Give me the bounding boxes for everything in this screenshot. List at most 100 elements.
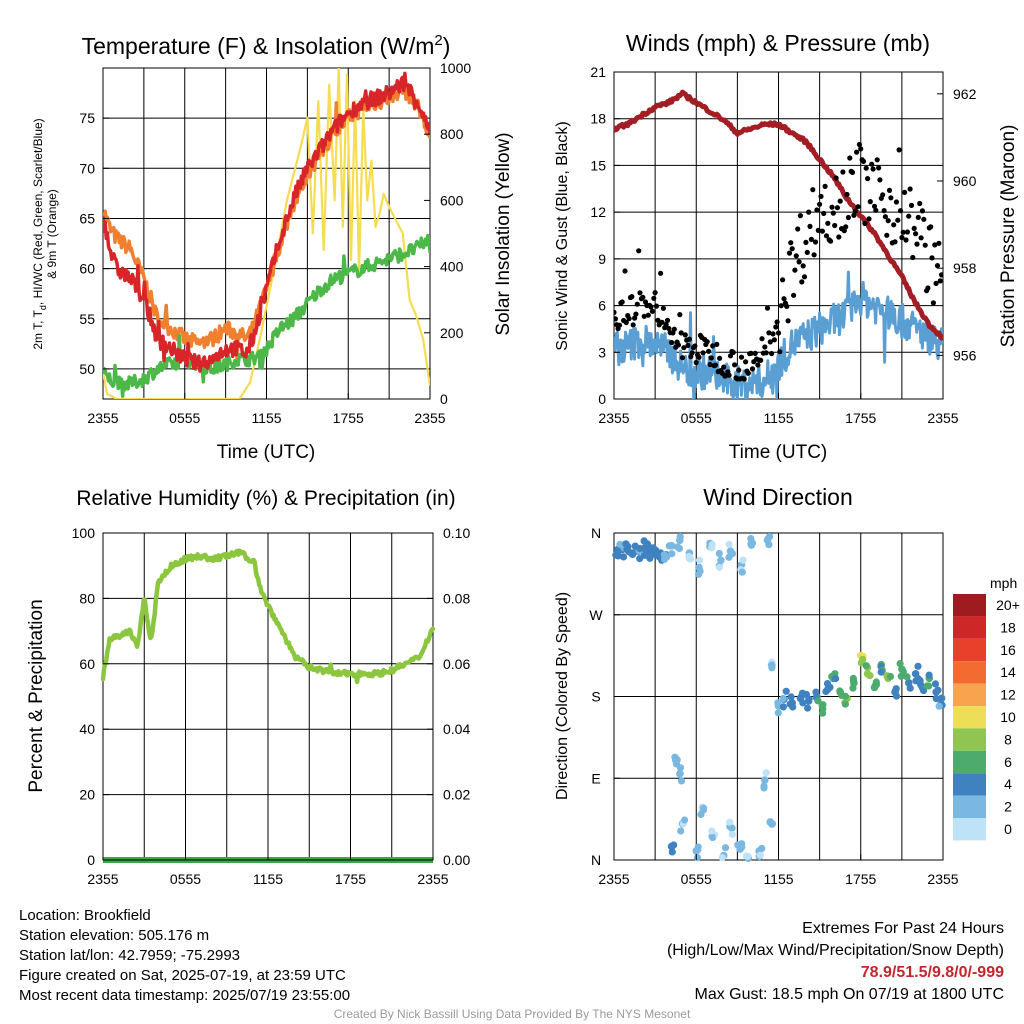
temp-ytick-label-left-4: 70 xyxy=(79,160,95,176)
elevation-text: Station elevation: 505.176 m xyxy=(19,927,210,944)
gust-point xyxy=(886,187,893,193)
rh-ytick-label-left-1: 20 xyxy=(79,787,95,803)
direction-point xyxy=(756,851,764,859)
direction-point xyxy=(721,844,730,852)
gust-point xyxy=(834,205,841,211)
colorbar-label-6: 8 xyxy=(1004,731,1012,747)
gust-point xyxy=(840,169,846,175)
gust-point xyxy=(771,337,778,343)
direction-point xyxy=(925,682,933,690)
gust-point xyxy=(932,242,938,248)
gust-point xyxy=(780,277,786,283)
gust-point xyxy=(755,362,761,368)
direction-point xyxy=(896,660,904,668)
direction-point xyxy=(747,535,755,543)
gust-point xyxy=(845,214,852,221)
direction-point xyxy=(925,671,933,679)
direction-point xyxy=(774,709,782,717)
gust-point xyxy=(934,263,941,269)
gust-point xyxy=(640,294,646,300)
wind-xtick-label-4: 2355 xyxy=(927,410,958,426)
gust-point xyxy=(710,343,716,349)
gust-point xyxy=(692,343,698,349)
rh-ytick-label-left-4: 80 xyxy=(79,590,95,606)
gust-point xyxy=(895,217,901,223)
gust-point xyxy=(770,331,776,337)
direction-point xyxy=(708,544,716,552)
insolation-ytick-label-right-3: 600 xyxy=(440,192,464,208)
direction-point xyxy=(768,820,776,828)
gust-point xyxy=(678,330,684,336)
direction-point xyxy=(787,693,795,701)
gust-point xyxy=(793,253,799,259)
direction-point xyxy=(762,769,770,777)
gust-point xyxy=(917,200,923,207)
gust-point xyxy=(900,229,906,235)
gust-point xyxy=(700,350,706,356)
direction-point xyxy=(687,555,695,563)
gust-point xyxy=(873,207,879,213)
direction-point xyxy=(841,700,850,708)
gust-point xyxy=(936,240,942,246)
gust-point xyxy=(767,339,773,345)
gust-point xyxy=(810,187,816,193)
colorbar-label-0: 20+ xyxy=(996,597,1020,613)
gust-point xyxy=(918,235,924,241)
gust-point xyxy=(623,319,629,326)
direction-point xyxy=(819,705,827,713)
precip-ytick-label-right-1: 0.02 xyxy=(443,787,470,803)
gust-point xyxy=(781,296,787,302)
wind-ytick-label-left-4: 12 xyxy=(590,204,606,220)
wind-xtick-label-2: 1155 xyxy=(763,410,793,426)
direction-point xyxy=(728,830,736,839)
colorbar-label-4: 12 xyxy=(1000,687,1016,703)
gust-point xyxy=(649,308,656,314)
gust-point xyxy=(822,183,828,189)
gust-point xyxy=(814,207,820,213)
gust-point xyxy=(655,317,661,323)
winds-title: Winds (mph) & Pressure (mb) xyxy=(626,30,930,56)
gust-point xyxy=(928,224,934,230)
gust-point xyxy=(773,324,779,330)
direction-point xyxy=(715,549,723,558)
colorbar-swatch-5 xyxy=(953,706,986,729)
colorbar-swatch-9 xyxy=(953,795,986,818)
gust-point xyxy=(792,267,798,273)
gust-point xyxy=(797,213,804,219)
direction-point xyxy=(616,540,624,548)
gust-point xyxy=(799,279,805,285)
direction-point xyxy=(799,699,807,707)
gust-point xyxy=(664,317,671,323)
gust-point xyxy=(919,208,926,214)
direction-point xyxy=(738,568,746,576)
pressure-ytick-label-right-2: 960 xyxy=(953,173,977,189)
gust-point xyxy=(833,175,839,181)
gust-point xyxy=(884,232,890,238)
direction-point xyxy=(782,687,790,695)
gust-point xyxy=(788,240,794,246)
temp-xtick-label-2: 1155 xyxy=(251,410,281,426)
direction-point xyxy=(628,550,636,558)
direction-point xyxy=(905,679,913,687)
precip-ytick-label-right-3: 0.06 xyxy=(443,656,470,672)
gust-point xyxy=(906,213,912,219)
direction-point xyxy=(668,843,676,851)
gust-point xyxy=(748,350,754,356)
gust-point xyxy=(759,336,765,342)
direction-point xyxy=(728,550,737,558)
dir-xtick-label-2: 1155 xyxy=(763,871,793,887)
gust-point xyxy=(823,233,830,239)
wind-ytick-label-left-0: 0 xyxy=(598,391,606,407)
gust-point xyxy=(653,303,660,309)
extremes-legend: (High/Low/Max Wind/Precipitation/Snow De… xyxy=(666,942,1004,959)
gust-point xyxy=(712,362,719,368)
gust-point xyxy=(821,210,827,216)
temp-2m-line xyxy=(103,71,430,373)
temperature-yaxis-label: 2m T, Td, HI/WC (Red, Green, Scarlet/Blu… xyxy=(31,118,48,349)
rh-ytick-label-left-2: 40 xyxy=(79,721,95,737)
gust-point xyxy=(785,318,791,324)
gust-point xyxy=(804,249,810,255)
colorbar-swatch-7 xyxy=(953,750,986,774)
direction-point xyxy=(872,678,880,686)
temp-ytick-label-left-3: 65 xyxy=(79,210,95,226)
